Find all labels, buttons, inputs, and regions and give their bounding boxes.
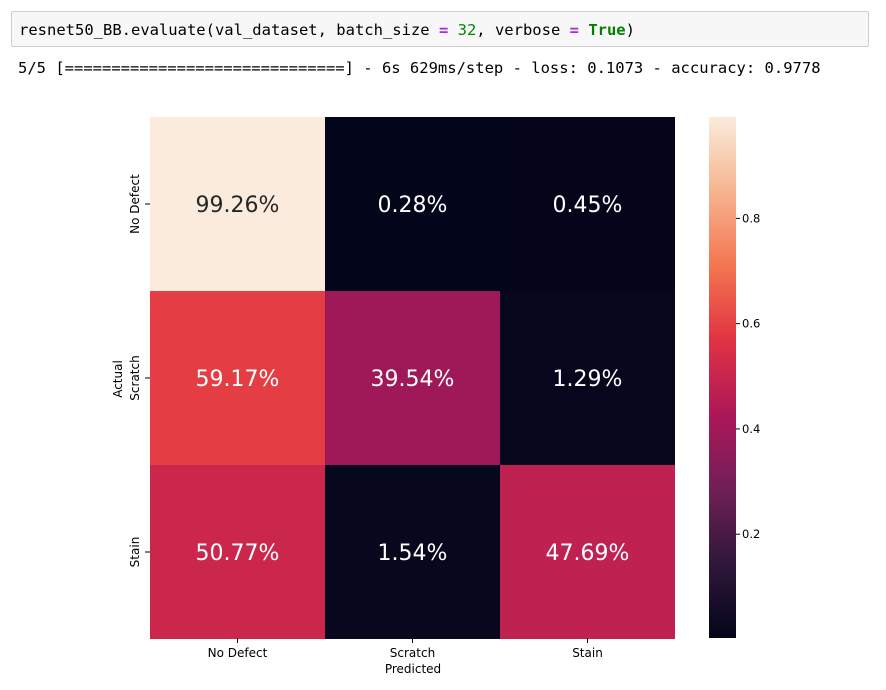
- y-tick-label: Scratch: [128, 355, 142, 400]
- heatmap-cell-label: 0.45%: [553, 193, 623, 218]
- heatmap-cell-label: 1.54%: [378, 541, 448, 566]
- colorbar-tick-label: 0.2: [742, 527, 760, 541]
- x-tick-label: No Defect: [208, 646, 268, 660]
- heatmap-cell-label: 99.26%: [196, 193, 280, 218]
- code-operator: =: [438, 21, 449, 39]
- colorbar: [709, 117, 736, 638]
- code-number: 32: [457, 21, 477, 39]
- code-keyword: True: [588, 21, 626, 39]
- heatmap-cell: [150, 465, 325, 639]
- code-cell[interactable]: resnet50_BB.evaluate(val_dataset, batch_…: [11, 11, 869, 47]
- heatmap-cell-label: 47.69%: [546, 541, 630, 566]
- y-axis-label: Actual: [111, 360, 125, 398]
- code-text-prefix: resnet50_BB.evaluate(val_dataset, batch_…: [19, 21, 439, 39]
- colorbar-tick-label: 0.6: [742, 317, 760, 331]
- heatmap-cell: [500, 465, 675, 639]
- heatmap-cell-label: 50.77%: [196, 541, 280, 566]
- heatmap-cell-label: 1.29%: [553, 367, 623, 392]
- heatmap-cell-label: 0.28%: [378, 193, 448, 218]
- colorbar-tick-label: 0.4: [742, 422, 760, 436]
- code-operator-2: =: [569, 21, 579, 39]
- x-tick-label: Stain: [572, 646, 603, 660]
- heatmap-cell: [150, 117, 325, 291]
- x-tick-label: Scratch: [390, 646, 435, 660]
- heatmap-cell: [325, 117, 500, 291]
- heatmap-cell: [325, 465, 500, 639]
- code-text-middle: , verbose: [476, 21, 570, 39]
- heatmap-cell: [500, 291, 675, 465]
- code-text-suffix: ): [625, 21, 635, 39]
- heatmap-cell: [325, 291, 500, 465]
- y-tick-label: Stain: [128, 537, 142, 568]
- heatmap-cell: [150, 291, 325, 465]
- heatmap-cell-label: 39.54%: [371, 367, 455, 392]
- colorbar-tick-label: 0.8: [742, 211, 760, 225]
- cell-output-progress: 5/5 [==============================] - 6…: [18, 59, 821, 77]
- y-tick-label: No Defect: [128, 174, 142, 234]
- x-axis-label: Predicted: [385, 662, 441, 676]
- heatmap-cell: [500, 117, 675, 291]
- heatmap-cell-label: 59.17%: [196, 367, 280, 392]
